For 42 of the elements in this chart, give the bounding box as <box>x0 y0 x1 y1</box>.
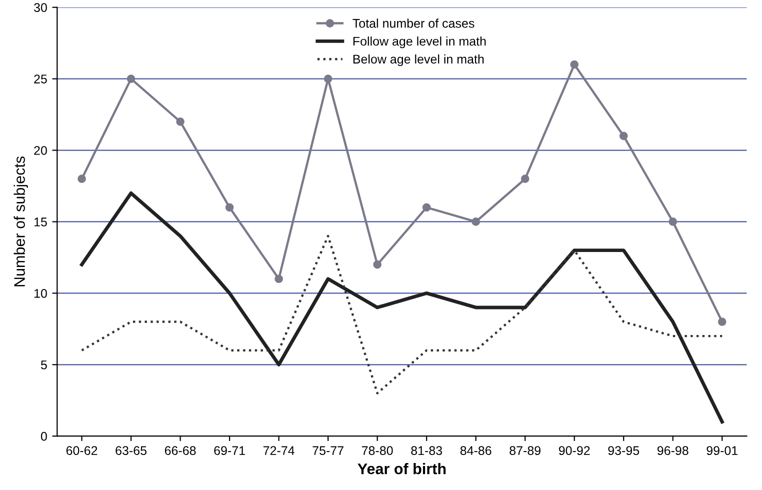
point <box>274 274 283 284</box>
y-tick-label: 5 <box>40 360 47 370</box>
line-series <box>80 191 724 424</box>
x-axis-title: Year of birth <box>358 463 446 474</box>
point <box>668 218 678 226</box>
point <box>225 203 234 212</box>
x-tick-label: 96-98 <box>657 446 688 456</box>
x-tick-label: 84-86 <box>460 446 492 456</box>
legend-label: Total number of cases <box>352 18 474 28</box>
x-tick-label: 78-80 <box>362 446 393 456</box>
x-tick-label: 87-89 <box>510 446 540 456</box>
x-tick-label: 93-95 <box>608 446 640 456</box>
y-tick-label: 25 <box>34 74 47 84</box>
point <box>176 118 184 126</box>
point <box>472 218 480 226</box>
y-tick-label: 10 <box>34 288 47 298</box>
x-tick-label: 63-65 <box>116 446 146 456</box>
point <box>126 74 136 83</box>
x-tick-label: 81-83 <box>411 446 442 456</box>
x-tick-label: 99-01 <box>706 446 738 456</box>
x-tick-label: 60-62 <box>66 446 98 456</box>
x-tick-label: 90-92 <box>558 446 590 456</box>
point <box>78 174 86 184</box>
legend-label: Below age level in math <box>353 54 484 66</box>
x-tick-label: 75-77 <box>312 446 344 456</box>
point <box>520 174 530 184</box>
x-tick-label: 72-74 <box>263 446 294 455</box>
point <box>422 203 431 212</box>
x-tick-label: 66-68 <box>164 446 196 456</box>
point <box>619 132 628 140</box>
line-series <box>80 234 724 394</box>
point <box>324 74 332 83</box>
point <box>718 318 726 326</box>
point <box>570 60 579 69</box>
y-tick-label: 30 <box>34 3 47 12</box>
y-tick-label: 15 <box>34 218 47 226</box>
legend-label: Follow age level in math <box>353 36 486 48</box>
x-tick-label: 69-71 <box>214 446 245 456</box>
y-tick-label: 0 <box>40 432 47 441</box>
y-tick-label: 20 <box>34 146 47 155</box>
point <box>373 260 382 269</box>
y-axis-title: Number of subjects <box>14 156 28 286</box>
